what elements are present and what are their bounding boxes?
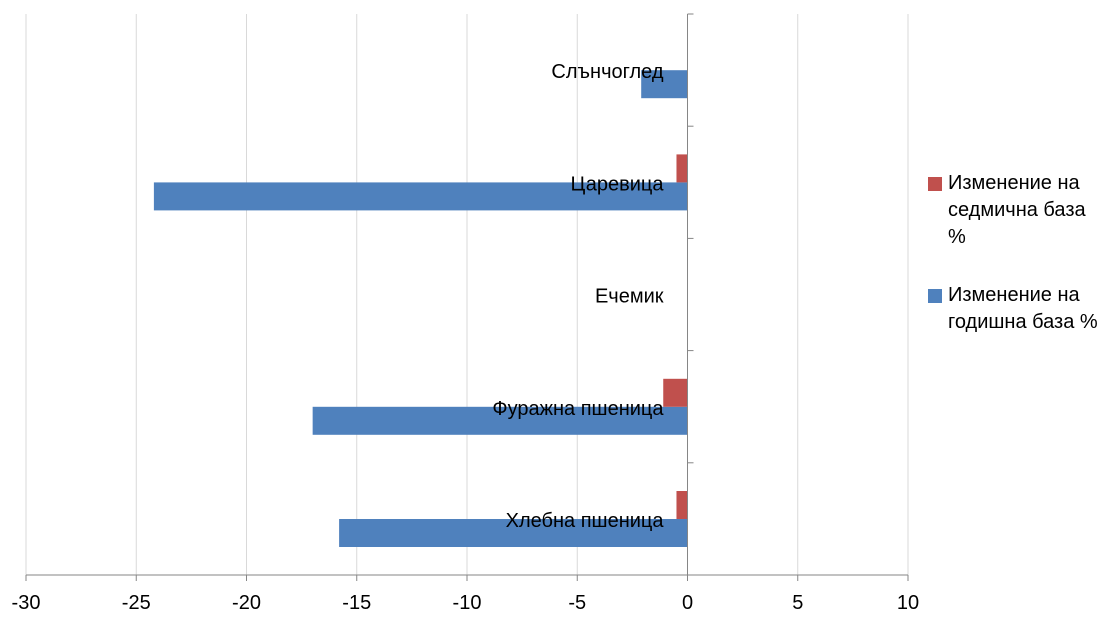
x-tick-label: -25 [122,592,151,614]
category-label: Хлебна пшеница [506,510,665,532]
bars [153,70,688,547]
legend-item-yearly: Изменение на годишна база % [928,282,1098,336]
bar-yearly [153,182,688,211]
x-tick-label: 0 [682,592,693,614]
legend-label-yearly: Изменение на годишна база % [948,284,1098,333]
bar-weekly [663,378,688,407]
legend: Изменение на седмична база % Изменение н… [928,170,1098,367]
x-tick-label: -30 [12,592,41,614]
gridlines [25,14,909,575]
bar-weekly [676,154,688,183]
axes [25,13,909,581]
x-tick-label: 10 [897,592,919,614]
category-label: Фуражна пшеница [492,398,664,420]
legend-swatch-yearly [928,289,942,303]
legend-label-weekly: Изменение на седмична база % [948,172,1086,248]
legend-item-weekly: Изменение на седмична база % [928,170,1098,251]
bar-yearly [339,519,688,547]
category-label: Ечемик [595,286,664,308]
bar-yearly [312,406,688,435]
x-tick-label: -10 [453,592,482,614]
category-label: Слънчоглед [551,61,663,83]
category-label: Царевица [571,173,665,195]
x-tick-label: -20 [232,592,261,614]
x-tick-label: -15 [342,592,371,614]
category-labels: Хлебна пшеница Фуражна пшеница Ечемик Царев… [492,61,664,532]
x-tick-labels: -30 -25 -20 -15 -10 -5 0 5 10 [12,592,920,614]
bar-yearly [641,70,688,99]
bar-weekly [676,491,688,519]
x-tick-label: -5 [568,592,586,614]
x-tick-label: 5 [792,592,803,614]
legend-swatch-weekly [928,177,942,191]
